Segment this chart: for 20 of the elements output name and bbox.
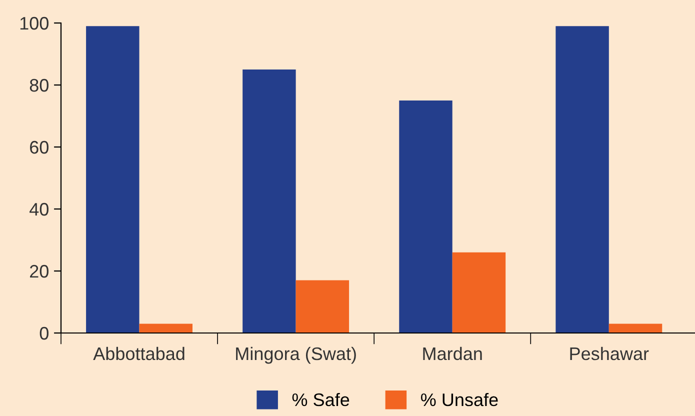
- x-tick-label: Mardan: [423, 346, 482, 360]
- x-tick-label: Abbottabad: [93, 346, 184, 360]
- y-tick-label: 80: [30, 78, 48, 92]
- y-tick-label: 60: [30, 140, 48, 154]
- bar: [296, 280, 350, 333]
- bar: [242, 70, 296, 333]
- bar: [452, 252, 506, 333]
- y-tick-label: 40: [30, 202, 48, 216]
- y-tick-label: 20: [30, 264, 48, 278]
- bar: [556, 26, 609, 333]
- bar: [139, 324, 192, 333]
- y-tick-label: 0: [40, 326, 48, 340]
- x-tick-label: Mingora (Swat): [236, 346, 356, 364]
- bar: [86, 26, 140, 333]
- legend-label: % Safe: [292, 392, 350, 406]
- bar: [399, 100, 452, 333]
- x-tick-label: Peshawar: [570, 346, 649, 360]
- bar: [608, 324, 662, 333]
- legend-label: % Unsafe: [420, 392, 498, 406]
- y-tick-label: 100: [20, 16, 48, 30]
